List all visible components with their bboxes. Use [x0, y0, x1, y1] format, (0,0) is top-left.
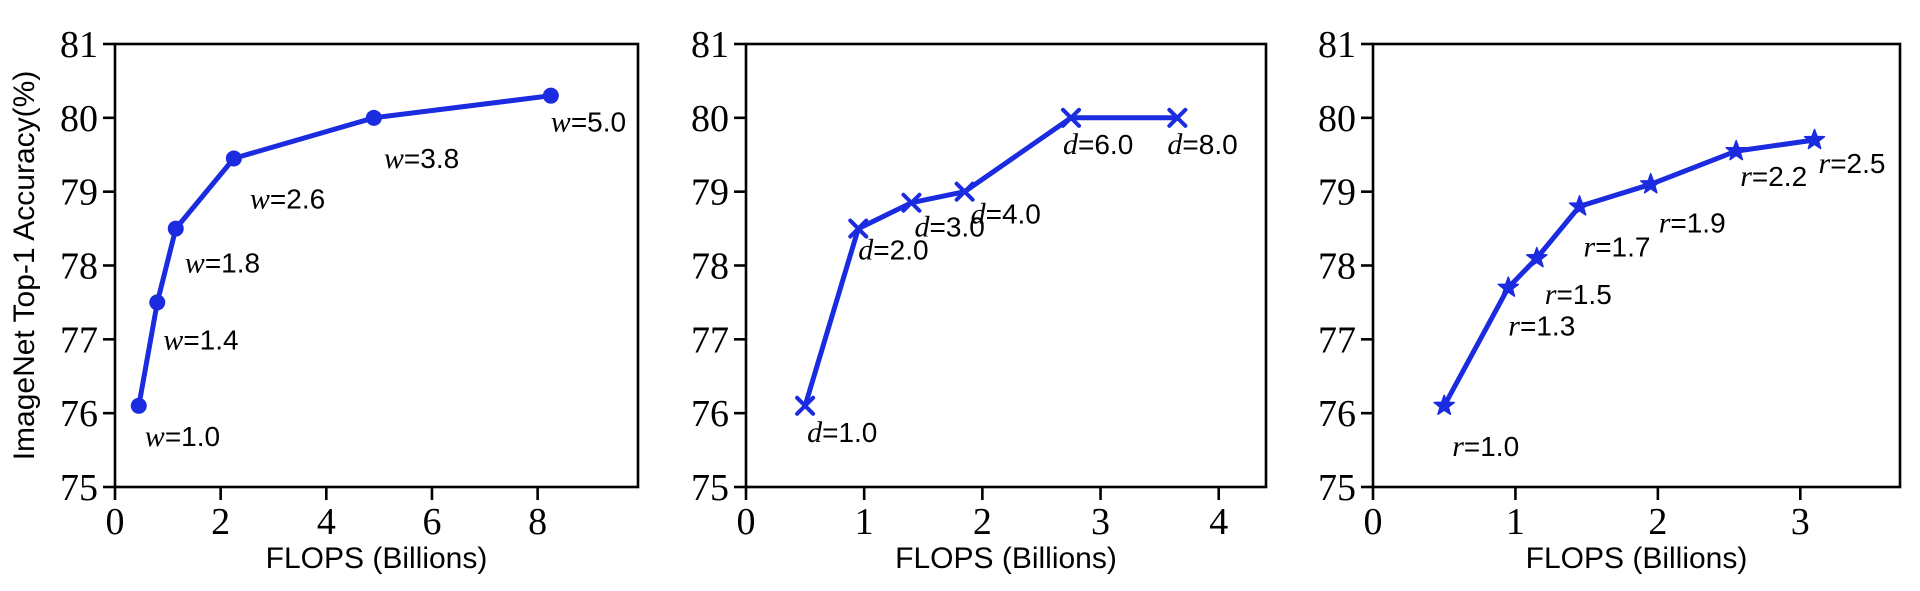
data-point-marker: [1568, 195, 1591, 216]
x-axis-ticks: 0 2 4 6 8: [106, 487, 547, 543]
y-tick-label: 79: [691, 172, 729, 214]
y-tick-label: 80: [691, 98, 729, 140]
point-annotation: d=8.0: [1167, 128, 1237, 161]
x-tick-label: 3: [1791, 501, 1810, 543]
point-annotation: r=1.0: [1452, 430, 1519, 463]
point-annotation: r=1.5: [1545, 278, 1612, 311]
x-tick-label: 1: [1506, 501, 1525, 543]
point-annotation: r=1.9: [1659, 206, 1726, 239]
series-markers: [795, 107, 1188, 416]
x-axis-label: FLOPS (Billions): [1526, 542, 1748, 575]
point-annotation: w=3.8: [384, 142, 459, 175]
y-tick-label: 78: [691, 246, 729, 288]
data-point-marker: [1433, 394, 1455, 416]
data-point-marker: [901, 192, 922, 213]
point-annotation: w=5.0: [551, 106, 626, 139]
x-tick-label: 2: [973, 501, 992, 543]
x-tick-label: 3: [1091, 501, 1110, 543]
x-tick-label: 2: [1648, 501, 1667, 543]
point-annotation: d=4.0: [971, 198, 1041, 231]
y-tick-label: 78: [60, 246, 98, 288]
data-point-marker: [1497, 276, 1520, 297]
y-tick-label: 81: [60, 24, 98, 66]
subplot-width-scaling: 75 76 77 78 79 80 81 0 2 4 6 8 FLOPS (Billions) Image…: [8, 24, 640, 575]
x-tick-label: 6: [422, 501, 441, 543]
x-axis-label: FLOPS (Billions): [895, 542, 1117, 575]
data-point-marker: [848, 218, 869, 239]
point-annotation: r=1.7: [1584, 230, 1651, 263]
data-point-marker: [1725, 139, 1747, 161]
point-annotation: d=2.0: [858, 234, 928, 267]
y-tick-label: 76: [60, 393, 98, 435]
point-annotation: w=1.4: [163, 323, 238, 356]
point-annotation: d=1.0: [807, 416, 877, 449]
point-annotation: w=2.6: [250, 182, 325, 215]
data-point-marker: [225, 150, 242, 167]
x-tick-label: 0: [106, 501, 125, 543]
data-point-marker: [954, 181, 975, 202]
point-annotations: r=1.0 r=1.3r=1.5 r=1.7r=1.9 r=2.2 r=2.5: [1452, 147, 1885, 463]
point-annotation: d=6.0: [1063, 128, 1133, 161]
y-tick-label: 75: [691, 467, 729, 509]
data-point-marker: [1526, 246, 1548, 268]
y-tick-label: 77: [1318, 319, 1356, 361]
y-tick-label: 77: [691, 319, 729, 361]
point-annotation: r=2.5: [1819, 147, 1886, 180]
y-tick-label: 81: [1318, 24, 1356, 66]
point-annotation: d=3.0: [915, 211, 985, 244]
y-tick-label: 75: [60, 467, 98, 509]
y-tick-label: 76: [691, 393, 729, 435]
series-markers: [1433, 128, 1826, 416]
series-line: [802, 115, 1180, 409]
x-tick-label: 8: [528, 501, 547, 543]
data-point-marker: [542, 87, 559, 104]
data-point-marker: [1061, 107, 1081, 128]
y-tick-label: 78: [1318, 246, 1356, 288]
y-tick-label: 79: [60, 172, 98, 214]
x-axis-ticks: 0 1 2 3: [1364, 487, 1810, 543]
series-line: [136, 93, 554, 409]
x-axis-ticks: 0 1 2 3 4: [737, 487, 1228, 543]
y-axis-ticks: 75 76 77 78 79 80 81: [60, 24, 115, 509]
x-tick-label: 2: [211, 501, 230, 543]
y-tick-label: 75: [1318, 467, 1356, 509]
y-tick-label: 77: [60, 319, 98, 361]
y-tick-label: 80: [1318, 98, 1356, 140]
series-markers: [130, 87, 559, 414]
subplot-depth-scaling: 75 76 77 78 79 80 81 0 1 2 3 4 FLOPS (Billions) d=1.0…: [691, 24, 1268, 575]
y-tick-label: 80: [60, 98, 98, 140]
x-tick-label: 0: [1364, 501, 1383, 543]
point-annotations: d=1.0 d=2.0d=3.0d=4.0 d=6.0 d=8.0: [807, 128, 1238, 449]
x-tick-label: 0: [737, 501, 756, 543]
data-point-marker: [167, 220, 184, 237]
data-point-marker: [365, 109, 382, 126]
y-axis-ticks: 75 76 77 78 79 80 81: [1318, 24, 1373, 509]
data-point-marker: [1640, 173, 1662, 194]
point-annotation: r=1.3: [1508, 310, 1575, 343]
x-axis-label: FLOPS (Billions): [266, 542, 488, 575]
y-axis-label: ImageNet Top-1 Accuracy(%): [8, 71, 41, 461]
point-annotation: w=1.0: [145, 420, 220, 453]
y-tick-label: 81: [691, 24, 729, 66]
x-tick-label: 4: [1209, 501, 1228, 543]
data-point-marker: [1803, 128, 1826, 150]
data-point-marker: [130, 397, 147, 414]
data-point-marker: [795, 395, 816, 416]
point-annotations: w=1.0 w=1.4 w=1.8 w=2.6 w=3.8 w=5.0: [145, 106, 626, 453]
y-axis-ticks: 75 76 77 78 79 80 81: [691, 24, 746, 509]
x-tick-label: 4: [317, 501, 336, 543]
data-point-marker: [1167, 107, 1188, 128]
point-annotation: w=1.8: [185, 247, 260, 280]
plot-border: [1371, 42, 1902, 489]
y-tick-label: 79: [1318, 172, 1356, 214]
x-tick-label: 1: [855, 501, 874, 543]
y-tick-label: 76: [1318, 393, 1356, 435]
point-annotation: r=2.2: [1740, 160, 1807, 193]
data-point-marker: [149, 294, 166, 311]
